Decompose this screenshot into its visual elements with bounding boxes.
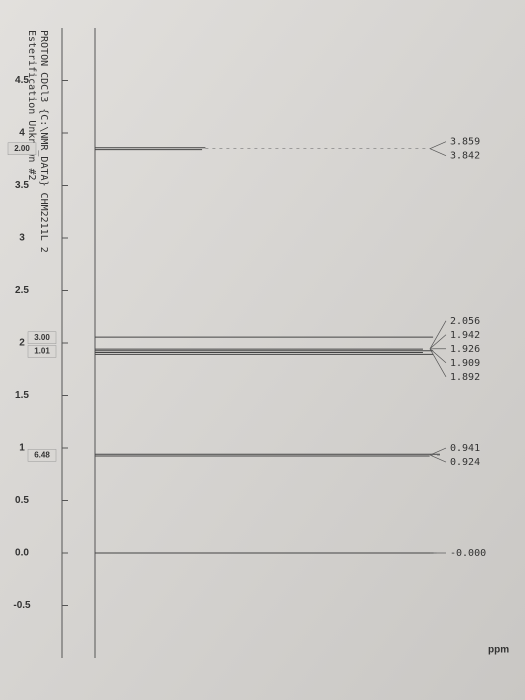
peak-label: 3.842 xyxy=(450,151,480,162)
tick-label: 3 xyxy=(19,233,25,244)
tick-label: 3.5 xyxy=(15,180,29,191)
integral-box xyxy=(27,331,57,344)
tick-label: 1.5 xyxy=(15,390,29,401)
label-lead xyxy=(429,447,447,456)
label-lead xyxy=(429,454,447,463)
label-lead xyxy=(429,334,447,350)
peak-label: 2.056 xyxy=(450,316,480,327)
tick-label: -0.5 xyxy=(13,600,31,611)
peak-label: 3.859 xyxy=(450,137,480,148)
integral-label: 2.00 xyxy=(14,144,30,153)
integral-box xyxy=(27,345,57,358)
label-lead xyxy=(429,320,447,349)
tick-label: 1 xyxy=(19,443,25,454)
label-lead xyxy=(429,141,447,150)
peak-label: -0.000 xyxy=(450,548,486,559)
integral-label: 1.01 xyxy=(34,347,50,356)
tick-label: 0.0 xyxy=(15,548,29,559)
peak-label: 1.926 xyxy=(450,344,480,355)
label-lead xyxy=(429,348,447,377)
integral-label: 6.48 xyxy=(34,450,50,459)
label-lead xyxy=(429,348,447,364)
tick-label: 2.5 xyxy=(15,285,29,296)
peak-label: 0.941 xyxy=(450,443,480,454)
integral-label: 3.00 xyxy=(34,333,50,342)
peak-label: 1.892 xyxy=(450,372,480,383)
peak-label: 1.909 xyxy=(450,358,480,369)
title: Esterification Unknown #2 xyxy=(26,30,37,181)
tick-label: 2 xyxy=(19,338,25,349)
integral-box xyxy=(27,449,57,462)
tick-label: 4.5 xyxy=(15,75,29,86)
tick-label: 0.5 xyxy=(15,495,29,506)
axis-label: ppm xyxy=(488,645,509,656)
peak-label: 1.942 xyxy=(450,330,480,341)
tick-label: 4 xyxy=(19,128,25,139)
peak-label: 0.924 xyxy=(450,457,480,468)
integral-box xyxy=(7,142,37,155)
label-lead xyxy=(429,148,447,157)
subtitle: PROTON CDCl3 {C:\NMR_DATA} CHM2211L 2 xyxy=(38,30,49,253)
